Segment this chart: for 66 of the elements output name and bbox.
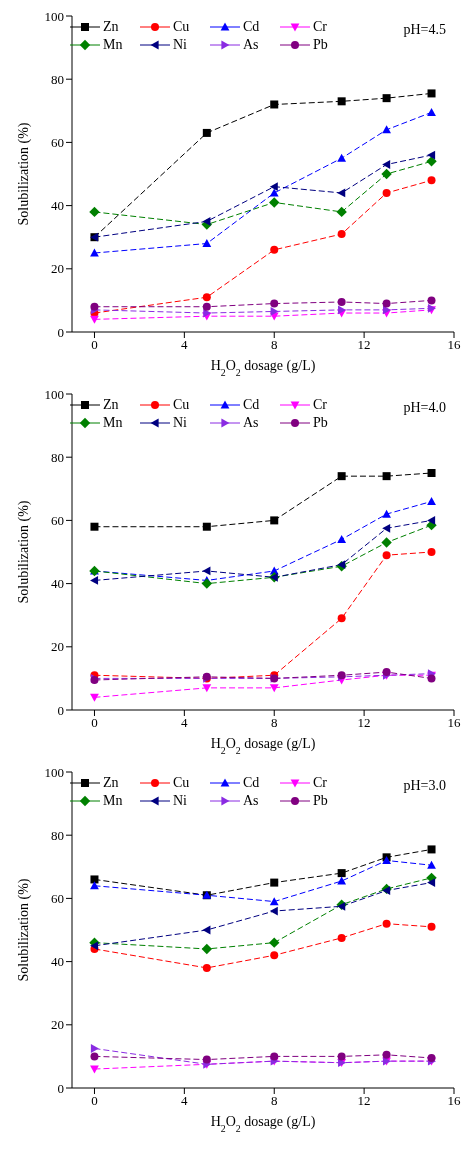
legend-label: Pb (313, 792, 328, 810)
legend-label: Ni (173, 792, 187, 810)
x-tick-label: 0 (91, 1093, 98, 1109)
x-tick-label: 12 (357, 715, 371, 731)
legend-label: Cd (243, 18, 260, 36)
y-axis-title: Solubilization (%) (16, 500, 32, 604)
legend-label: Cr (313, 396, 327, 414)
legend-label: Mn (103, 36, 123, 54)
x-tick-label: 16 (447, 1093, 461, 1109)
y-tick-label: 100 (44, 8, 64, 24)
legend-label: Cu (173, 396, 190, 414)
y-tick-label: 40 (51, 954, 64, 970)
legend-label: Cd (243, 396, 260, 414)
x-tick-label: 8 (270, 1093, 278, 1109)
y-axis-title: Solubilization (%) (16, 122, 32, 226)
legend-label: Cu (173, 774, 190, 792)
legend-label: Zn (103, 396, 119, 414)
x-axis-title: H$_{2}$O$_{2}$ dosage (g/L) (210, 1114, 316, 1134)
legend-label: Mn (103, 414, 123, 432)
y-tick-label: 40 (51, 198, 64, 214)
y-tick-label: 100 (44, 764, 64, 780)
legend-label: Cu (173, 18, 190, 36)
legend-label: Pb (313, 36, 328, 54)
y-tick-label: 60 (51, 135, 64, 151)
x-axis-title: H$_{2}$O$_{2}$ dosage (g/L) (210, 736, 316, 756)
x-tick-label: 12 (357, 1093, 371, 1109)
y-tick-label: 40 (51, 576, 64, 592)
x-tick-label: 4 (181, 715, 189, 731)
x-tick-label: 0 (91, 715, 98, 731)
x-tick-label: 16 (447, 337, 461, 353)
y-tick-label: 20 (51, 261, 64, 277)
y-tick-label: 20 (51, 1017, 64, 1033)
x-axis-title: H$_{2}$O$_{2}$ dosage (g/L) (210, 358, 316, 378)
legend-label: Cd (243, 774, 260, 792)
x-tick-label: 0 (91, 337, 98, 353)
y-tick-label: 0 (57, 324, 64, 340)
legend-label: Ni (173, 414, 187, 432)
y-tick-label: 100 (44, 386, 64, 402)
x-tick-label: 8 (270, 715, 278, 731)
y-tick-label: 20 (51, 639, 64, 655)
y-tick-label: 80 (51, 71, 64, 87)
annotation: pH=4.0 (403, 400, 446, 416)
x-tick-label: 4 (181, 1093, 189, 1109)
y-tick-label: 0 (57, 702, 64, 718)
x-tick-label: 12 (357, 337, 371, 353)
y-tick-label: 60 (51, 891, 64, 907)
y-tick-label: 80 (51, 827, 64, 843)
legend-label: Mn (103, 792, 123, 810)
legend-label: Zn (103, 774, 119, 792)
x-tick-label: 8 (270, 337, 278, 353)
legend-label: Zn (103, 18, 119, 36)
legend-label: Ni (173, 36, 187, 54)
legend-label: Cr (313, 18, 327, 36)
legend-label: As (243, 414, 259, 432)
y-tick-label: 80 (51, 449, 64, 465)
x-tick-label: 4 (181, 337, 189, 353)
x-tick-label: 16 (447, 715, 461, 731)
annotation: pH=4.5 (403, 22, 446, 38)
legend-label: As (243, 36, 259, 54)
legend-label: Pb (313, 414, 328, 432)
legend-label: Cr (313, 774, 327, 792)
y-tick-label: 0 (57, 1080, 64, 1096)
legend-label: As (243, 792, 259, 810)
y-tick-label: 60 (51, 513, 64, 529)
y-axis-title: Solubilization (%) (16, 878, 32, 982)
annotation: pH=3.0 (403, 778, 446, 794)
